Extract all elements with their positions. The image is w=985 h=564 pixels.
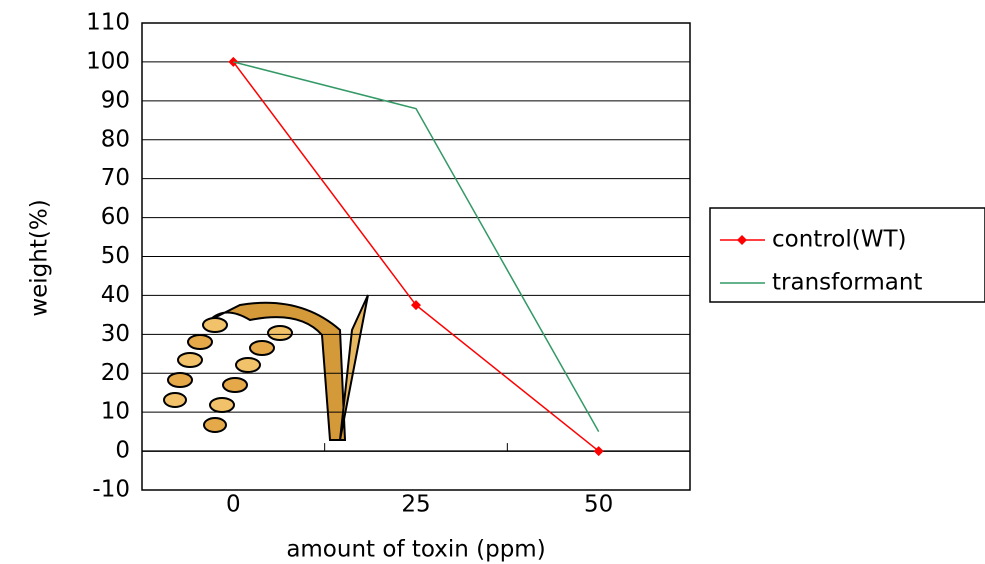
y-tick-label: 10 — [101, 399, 130, 425]
wheat-clipart — [163, 294, 369, 441]
y-tick-label: 0 — [115, 438, 130, 464]
y-tick-label: -10 — [92, 477, 130, 503]
x-tick-label: 0 — [226, 492, 241, 518]
y-axis-title: weight(%) — [27, 199, 53, 316]
data-point — [411, 300, 421, 311]
legend-marker — [737, 235, 747, 245]
y-tick-label: 60 — [101, 204, 130, 230]
data-point — [228, 56, 239, 67]
plot-border — [141, 22, 691, 491]
y-tick-label: 100 — [86, 48, 130, 74]
data-point — [593, 446, 604, 457]
x-tick-label: 50 — [584, 492, 613, 518]
x-tick-label: 25 — [401, 492, 430, 518]
y-tick-label: 50 — [101, 243, 130, 269]
data-line — [233, 61, 600, 432]
y-tick-label: 80 — [101, 126, 130, 152]
y-tick-label: 40 — [101, 282, 130, 308]
y-tick-label: 30 — [101, 321, 130, 347]
legend-box — [709, 207, 985, 303]
y-tick-label: 90 — [101, 87, 130, 113]
y-tick-label: 70 — [101, 165, 130, 191]
legend-label: transformant — [772, 270, 922, 296]
legend-label: control(WT) — [772, 227, 906, 253]
x-axis-title: amount of toxin (ppm) — [286, 537, 545, 563]
y-tick-label: 110 — [86, 10, 130, 36]
y-tick-label: 20 — [101, 360, 130, 386]
